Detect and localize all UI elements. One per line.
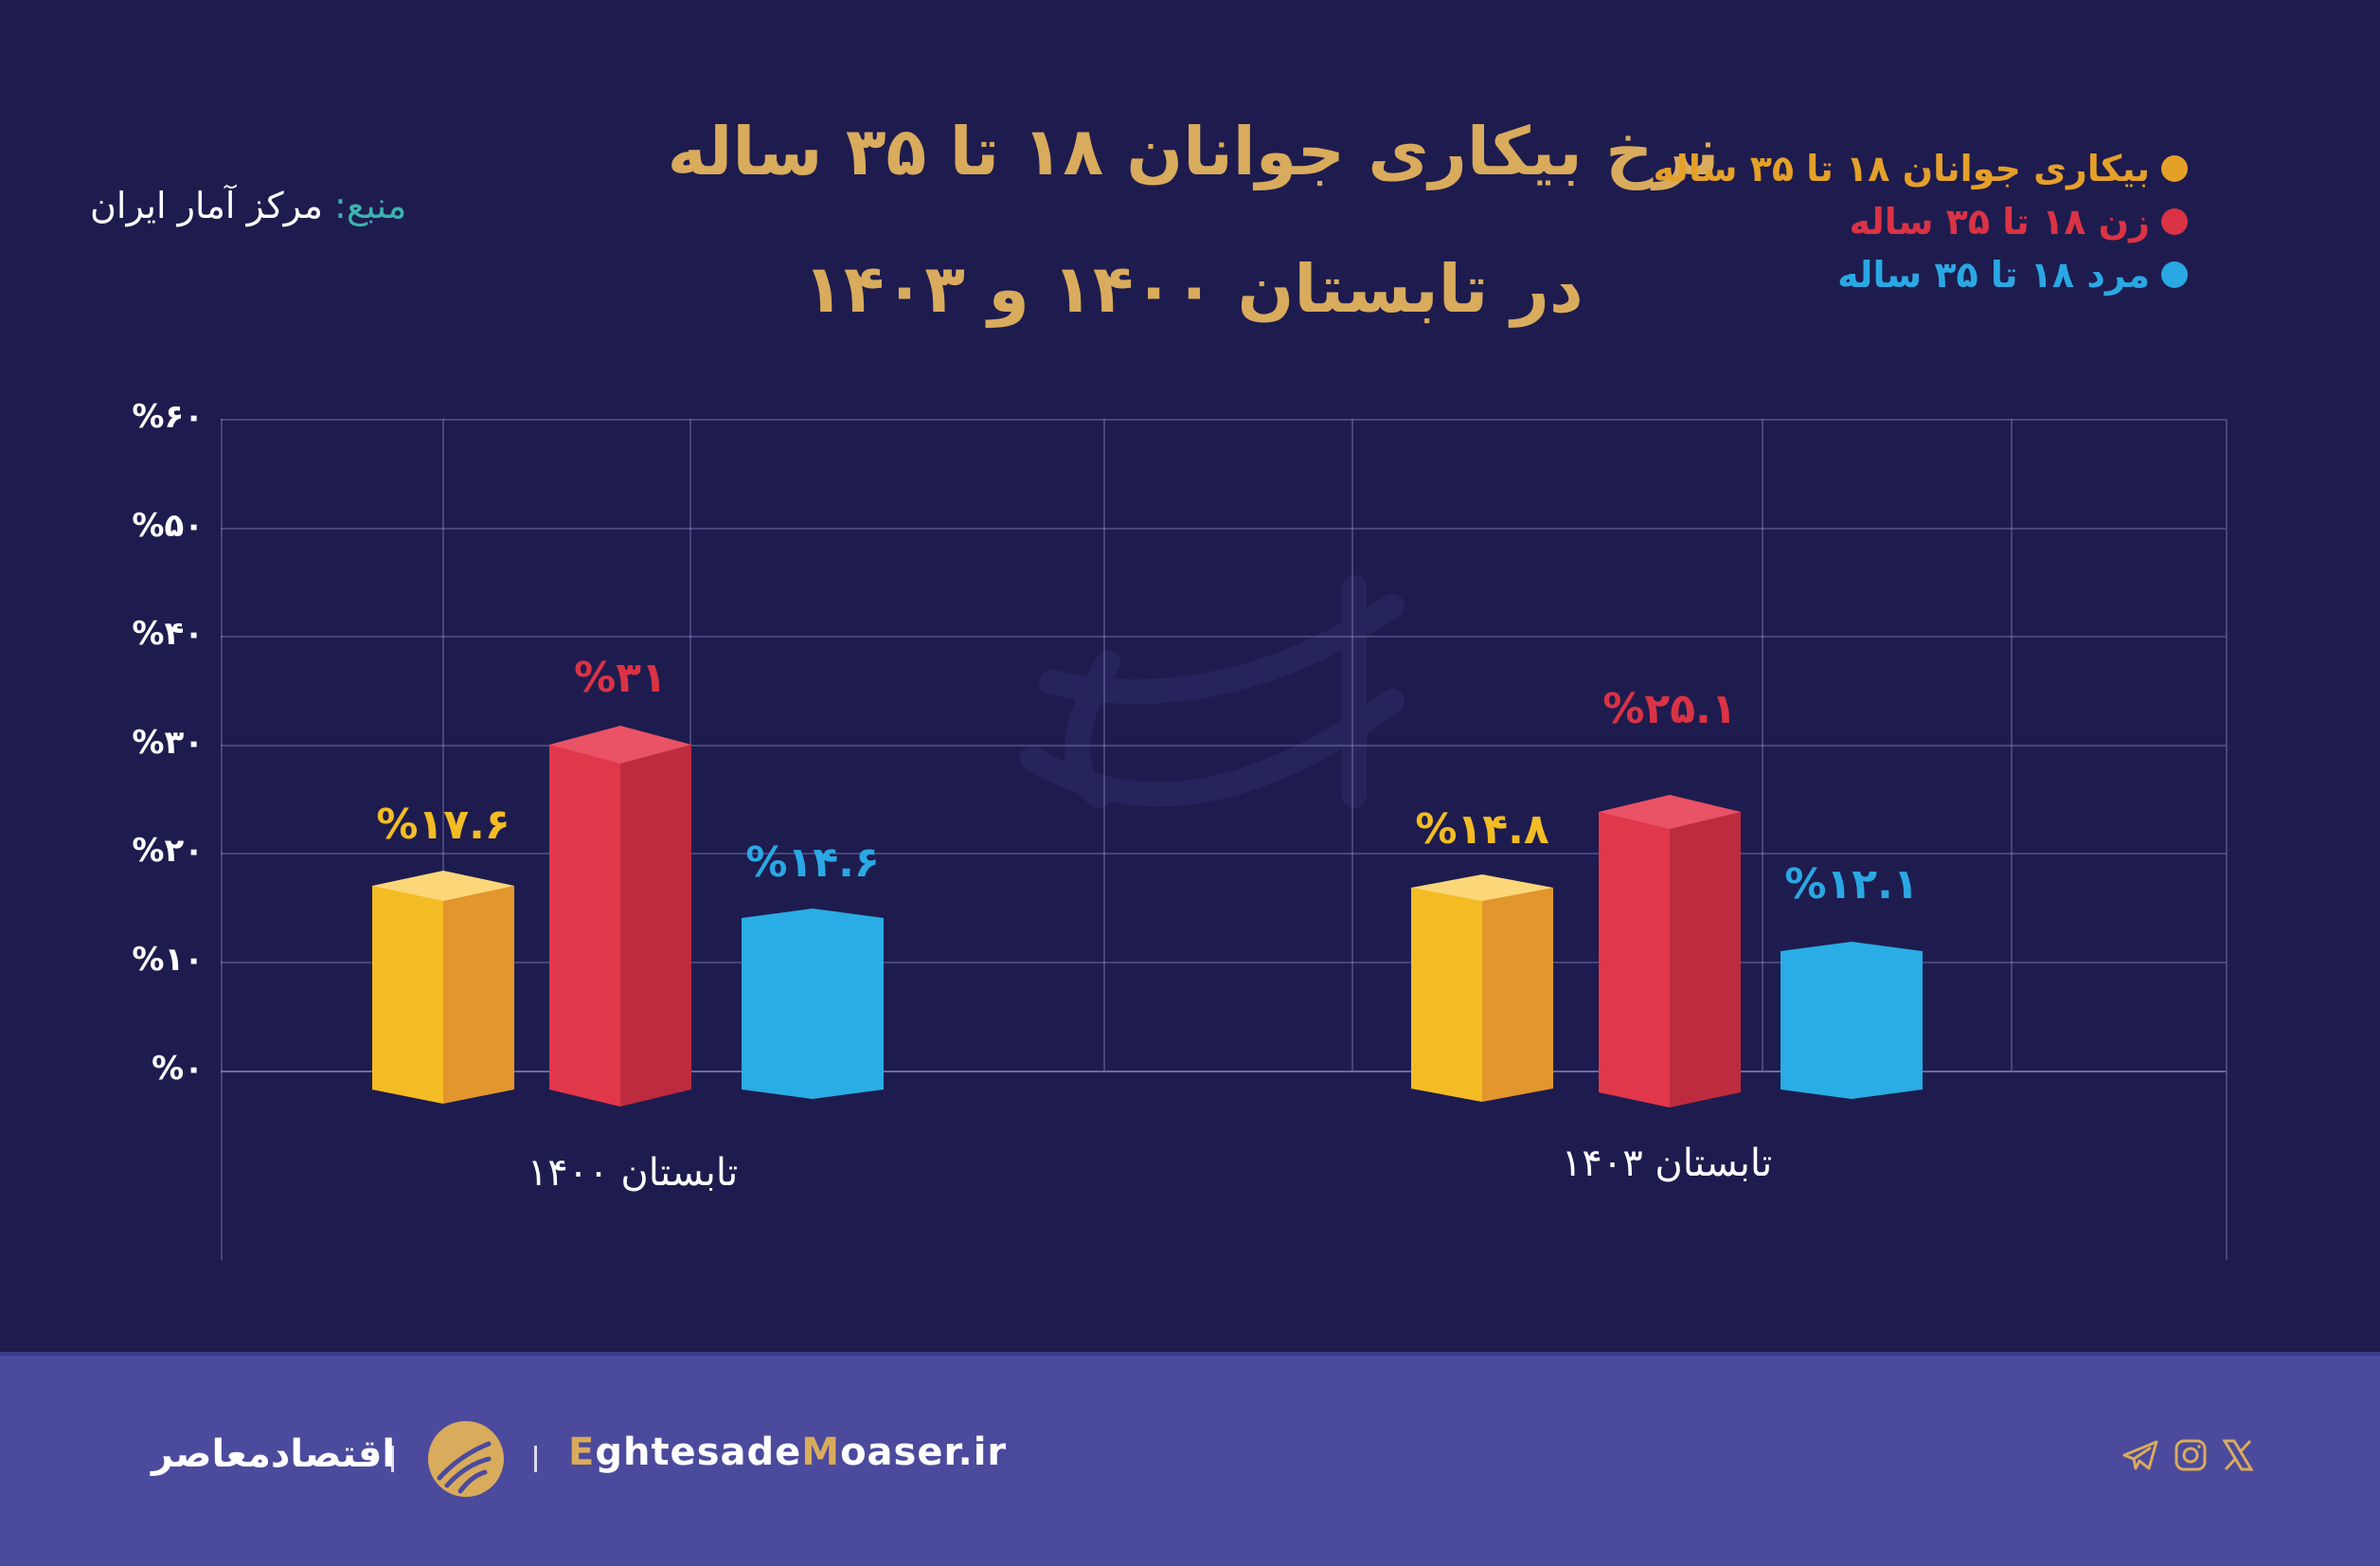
footer-bar xyxy=(0,1352,2380,1566)
baseline-0 xyxy=(221,1071,2226,1072)
gridline-30 xyxy=(221,745,2226,747)
bar-1403-male xyxy=(1781,942,1923,1099)
site-initial-e: E xyxy=(568,1431,596,1474)
chart-title-line-2: در تابستان ۱۴۰۰ و ۱۴۰۳ xyxy=(803,250,1584,328)
social-icons xyxy=(2122,1438,2255,1472)
value-label-1403-male: %۱۲.۱ xyxy=(1784,860,1919,909)
source-note: منبع: مرکز آمار ایران xyxy=(90,185,406,226)
frame-right xyxy=(2226,419,2228,1260)
gridline-v xyxy=(1762,419,1763,1071)
x-icon[interactable] xyxy=(2221,1438,2255,1472)
legend-label: زن ۱۸ تا ۳۵ ساله xyxy=(1849,201,2150,243)
gridline-10 xyxy=(221,962,2226,963)
gridline-v xyxy=(2011,419,2013,1071)
chart-title-line-1: نرخ بیکاری جوانان ۱۸ تا ۳۵ ساله xyxy=(667,113,1720,190)
bar-1403-female xyxy=(1599,795,1741,1107)
gridline-v xyxy=(1103,419,1105,1071)
bar-1403-total xyxy=(1411,874,1553,1102)
value-label-1400-total: %۱۷.۶ xyxy=(376,801,510,849)
y-tick-0: %۰ xyxy=(152,1050,204,1088)
dot-icon xyxy=(2161,208,2188,235)
legend-label: مرد ۱۸ تا ۳۵ ساله xyxy=(1837,254,2150,296)
value-label-1403-female: %۲۵.۱ xyxy=(1602,685,1737,733)
gridline-60 xyxy=(221,419,2226,421)
footer-separator xyxy=(391,1446,394,1472)
source-value: مرکز آمار ایران xyxy=(90,185,323,226)
legend-item-male: مرد ۱۸ تا ۳۵ ساله xyxy=(1654,248,2188,301)
y-tick-60: %۶۰ xyxy=(132,398,204,436)
instagram-icon[interactable] xyxy=(2174,1438,2208,1472)
source-label: منبع: xyxy=(334,185,407,226)
site-text: oaser.ir xyxy=(840,1431,1008,1474)
gridline-v xyxy=(442,419,444,1071)
gridline-40 xyxy=(221,636,2226,638)
bar-1400-total xyxy=(372,871,514,1104)
dot-icon xyxy=(2161,261,2188,288)
legend-label: بیکاری جوانان ۱۸ تا ۳۵ ساله xyxy=(1653,148,2151,189)
dot-icon xyxy=(2161,155,2188,182)
y-tick-50: %۵۰ xyxy=(132,507,204,545)
gridline-50 xyxy=(221,528,2226,530)
y-tick-10: %۱۰ xyxy=(132,941,204,979)
category-label-1400: تابستان ۱۴۰۰ xyxy=(527,1151,739,1195)
y-tick-20: %۲۰ xyxy=(132,832,204,870)
value-label-1403-total: %۱۴.۸ xyxy=(1415,805,1549,854)
gridline-v xyxy=(1351,419,1353,1071)
legend-item-female: زن ۱۸ تا ۳۵ ساله xyxy=(1654,195,2188,248)
legend-item-total: بیکاری جوانان ۱۸ تا ۳۵ ساله xyxy=(1653,142,2188,195)
value-label-1400-female: %۳۱ xyxy=(574,654,667,702)
brand-logo-icon xyxy=(428,1421,504,1497)
bar-1400-male xyxy=(742,909,884,1099)
footer-separator xyxy=(534,1446,537,1472)
legend: بیکاری جوانان ۱۸ تا ۳۵ ساله زن ۱۸ تا ۳۵ … xyxy=(1653,142,2188,301)
watermark-logo-icon xyxy=(1020,575,1405,808)
bar-1400-female xyxy=(549,726,691,1107)
site-initial-m: M xyxy=(801,1431,841,1474)
y-tick-40: %۴۰ xyxy=(132,615,204,653)
website-link[interactable]: EghtesadeMoaser.ir xyxy=(568,1431,1007,1474)
gridline-20 xyxy=(221,853,2226,855)
brand-name-fa: اقتصادمعاصر xyxy=(152,1432,396,1476)
telegram-icon[interactable] xyxy=(2122,1438,2160,1472)
category-label-1403: تابستان ۱۴۰۳ xyxy=(1561,1142,1773,1185)
frame-left xyxy=(221,419,223,1260)
y-tick-30: %۳۰ xyxy=(132,724,204,762)
value-label-1400-male: %۱۴.۶ xyxy=(745,838,880,887)
site-text: ghtesade xyxy=(595,1431,802,1474)
